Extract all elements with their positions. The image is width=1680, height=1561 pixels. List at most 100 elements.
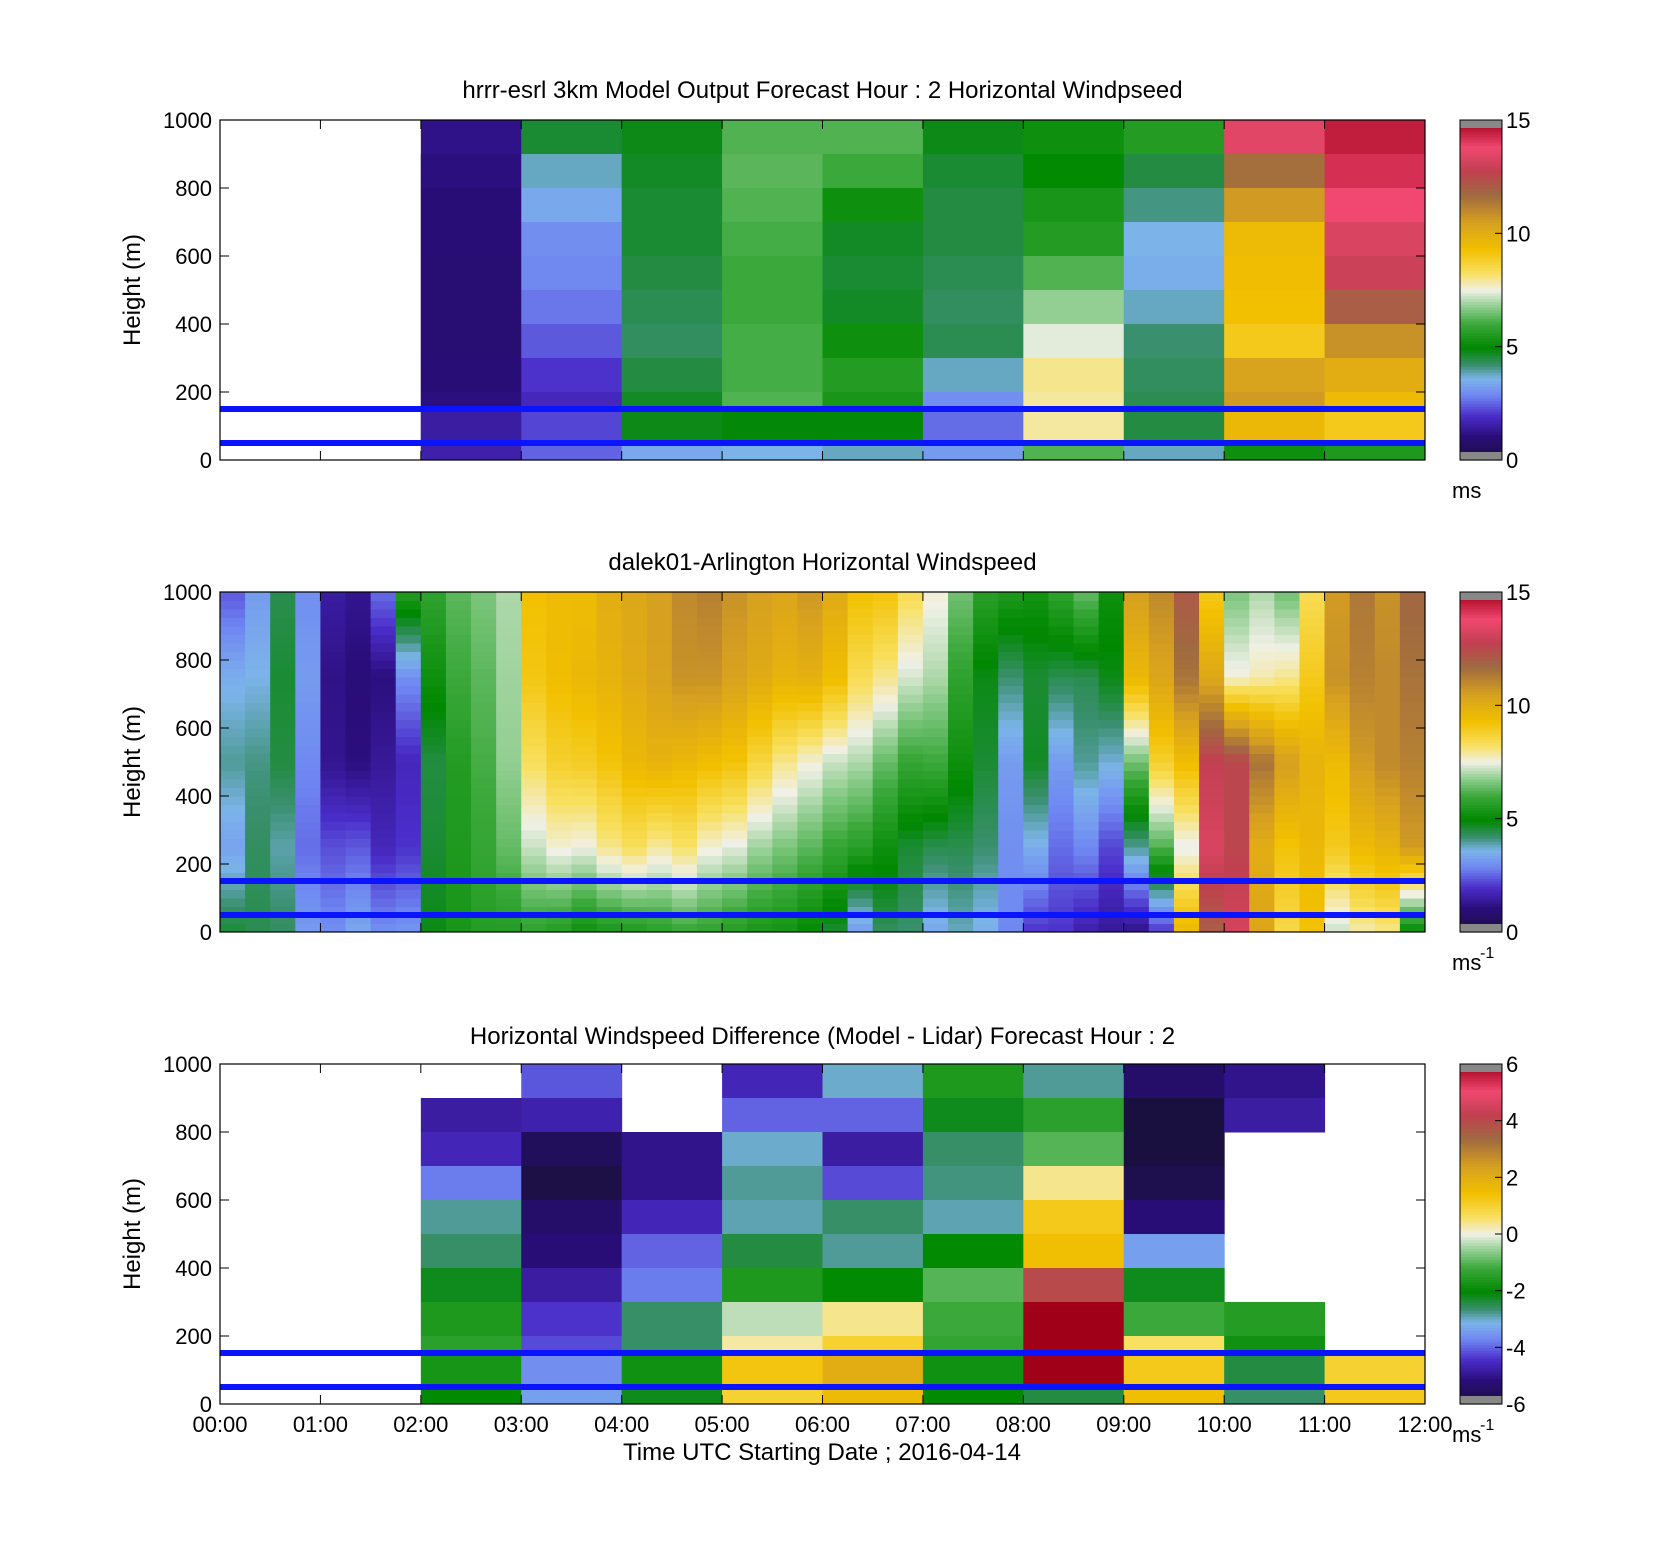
heatmap-cell [1123,617,1150,627]
heatmap-cell [571,728,598,737]
colorbar-segment [1460,1358,1502,1363]
heatmap-cell [1023,1132,1125,1167]
y-tick-label: 0 [200,448,212,473]
heatmap-cell [1249,881,1275,890]
heatmap-cell [671,651,698,661]
heatmap-cell [345,668,372,678]
heatmap-cell [1324,898,1351,907]
heatmap-cell [445,643,472,652]
heatmap-cell [621,864,648,873]
heatmap-cell [345,762,372,771]
heatmap-cell [1098,728,1125,737]
heatmap-cell [1399,728,1426,737]
colorbar-segment [1460,1197,1502,1201]
heatmap-cell [370,600,397,610]
heatmap-cell [922,1064,1024,1099]
heatmap-cell [1299,838,1326,848]
heatmap-cell [671,711,698,720]
heatmap-cell [671,915,698,924]
heatmap-cell [1299,796,1326,805]
colorbar-unit: ms [1452,950,1481,975]
heatmap-cell [1249,634,1275,644]
heatmap-cell [546,923,572,933]
heatmap-cell [948,881,974,890]
heatmap-cell [220,617,246,627]
heatmap-cell [998,804,1024,814]
heatmap-cell [345,660,372,669]
heatmap-cell [1023,711,1049,720]
heatmap-cell [521,736,547,746]
heatmap-cell [295,719,321,729]
heatmap-cell [1324,762,1351,771]
heatmap-cell [847,660,874,669]
colorbar-segment [1460,1239,1502,1244]
heatmap-cell [571,796,598,805]
heatmap-cell [1324,634,1351,644]
heatmap-cell [696,753,723,763]
heatmap-cell [471,770,497,780]
heatmap-cell [370,864,397,873]
colorbar-segment [1460,1338,1502,1343]
heatmap-cell [596,668,623,678]
heatmap-cell [1374,745,1401,754]
heatmap-cell [1374,779,1401,788]
heatmap-cell [320,668,347,678]
heatmap-cell [1073,838,1100,848]
heatmap-cell [747,736,773,746]
colorbar-segment [1460,139,1502,144]
heatmap-cell [1048,881,1075,890]
heatmap-cell [471,906,497,916]
heatmap-cells [420,120,1426,461]
heatmap-cell [1374,592,1401,601]
heatmap-cell [521,881,547,890]
heatmap-cell [1148,855,1175,865]
heatmap-cell [1123,443,1225,461]
heatmap-cell [1023,804,1049,814]
heatmap-cell [1173,864,1200,873]
heatmap-cell [1023,1387,1125,1405]
colorbar-segment [1460,165,1502,169]
colorbar-segment [1460,284,1502,288]
heatmap-cell [621,762,648,771]
heatmap-cell [973,864,999,873]
colorbar-segment [1460,400,1502,404]
heatmap-cell [1374,651,1401,661]
heatmap-cell [621,1336,723,1354]
x-tick-label: 03:00 [494,1412,549,1437]
heatmap-cell [948,830,974,839]
heatmap-cell [596,694,623,703]
colorbar-segment [1460,1259,1502,1263]
heatmap-cell [571,804,598,814]
heatmap-cell [1274,804,1300,814]
heatmap-cell [345,804,372,814]
heatmap-cell [872,804,899,814]
heatmap-cell [1199,847,1225,856]
heatmap-cell [1399,872,1426,882]
heatmap-cell [1224,906,1250,916]
heatmap-cell [1148,736,1175,746]
x-tick-label: 05:00 [695,1412,750,1437]
colorbar-segment [1460,920,1502,925]
heatmap-cell [822,626,849,635]
heatmap-cell [646,821,673,831]
heatmap-cell [747,889,773,899]
heatmap-cell [1048,813,1075,822]
colorbar-segment [1460,363,1502,368]
heatmap-cell [1148,643,1175,652]
heatmap-cell [1349,762,1376,771]
colorbar-segment [1460,745,1502,749]
heatmap-cell [1399,694,1426,703]
heatmap-cell [621,804,648,814]
heatmap-cell [1374,609,1401,618]
colorbar-segment [1460,341,1502,345]
heatmap-cell [696,660,723,669]
heatmap-cell [747,872,773,882]
heatmap-cell [1023,702,1049,712]
heatmap-cell [1224,1353,1326,1388]
colorbar-segment [1460,290,1502,294]
heatmap-cell [646,728,673,737]
heatmap-cell [245,685,271,695]
heatmap-cell [1224,222,1326,257]
colorbar-segment [1460,869,1502,874]
colorbar-segment [1460,1387,1502,1391]
